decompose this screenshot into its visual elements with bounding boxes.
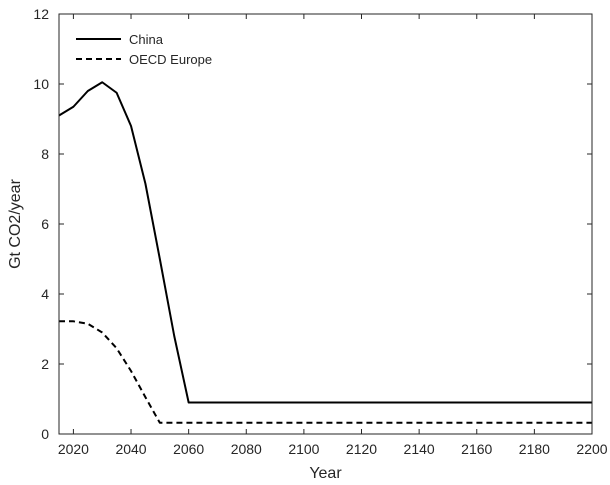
x-tick-label: 2020 bbox=[58, 441, 89, 457]
plot-area bbox=[59, 14, 592, 434]
y-tick-label: 0 bbox=[41, 426, 49, 442]
x-tick-label: 2140 bbox=[404, 441, 435, 457]
legend-label-1: OECD Europe bbox=[129, 52, 212, 67]
y-axis-title: Gt CO2/year bbox=[7, 178, 24, 268]
x-tick-label: 2160 bbox=[461, 441, 492, 457]
plot-background bbox=[59, 14, 592, 434]
legend-label-0: China bbox=[129, 32, 164, 47]
axes-layer: 2020 2040 2060 2080 2100 2120 2140 2160 2180 2200… bbox=[33, 6, 607, 457]
y-tick-label: 4 bbox=[41, 286, 49, 302]
legend: China OECD Europe bbox=[76, 32, 212, 67]
y-tick-label: 2 bbox=[41, 356, 49, 372]
y-tick-label: 10 bbox=[33, 76, 49, 92]
x-tick-label: 2180 bbox=[519, 441, 550, 457]
series-line-1 bbox=[59, 320, 592, 424]
x-tick-label: 2100 bbox=[288, 441, 319, 457]
x-tick-label: 2080 bbox=[231, 441, 262, 457]
x-tick-label: 2040 bbox=[115, 441, 146, 457]
series-line-0 bbox=[58, 81, 592, 404]
series-layer bbox=[58, 81, 592, 424]
x-axis-title: Year bbox=[309, 465, 342, 482]
x-tick-label: 2120 bbox=[346, 441, 377, 457]
x-tick-label: 2060 bbox=[173, 441, 204, 457]
x-tick-label: 2200 bbox=[576, 441, 607, 457]
y-tick-label: 6 bbox=[41, 216, 49, 232]
y-tick-label: 12 bbox=[33, 6, 49, 22]
y-tick-label: 8 bbox=[41, 146, 49, 162]
